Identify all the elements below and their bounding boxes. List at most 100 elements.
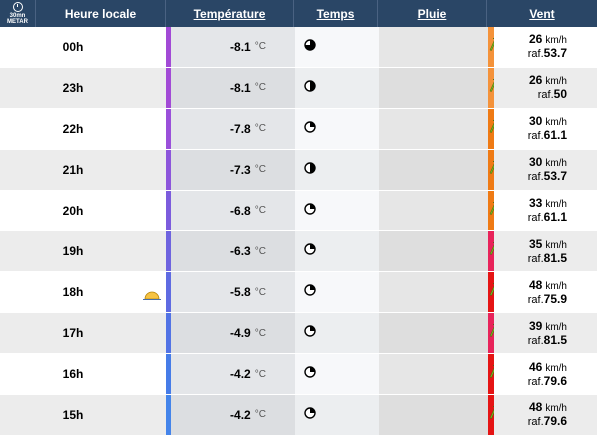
header-hour: Heure locale bbox=[36, 0, 166, 27]
temp-value: -4.2 bbox=[230, 367, 251, 382]
gust-value: 53.7 bbox=[543, 46, 567, 61]
sunset-icon bbox=[143, 291, 161, 301]
hour-label: 19h bbox=[62, 244, 84, 259]
gust-prefix: raf. bbox=[527, 334, 544, 347]
hour-cell: 00h bbox=[0, 27, 166, 67]
gust-value: 79.6 bbox=[543, 373, 567, 388]
temp-cell: -6.8 °C bbox=[171, 190, 295, 231]
table-body: 00h -8.1 °C 26 km/h raf.53.7 23h -8.1 bbox=[0, 27, 597, 436]
temp-cell: -8.1 °C bbox=[171, 67, 295, 108]
hour-cell: 15h bbox=[0, 395, 166, 435]
gust-value: 61.1 bbox=[543, 128, 567, 143]
wind-cell: 46 km/h raf.79.6 bbox=[494, 354, 597, 395]
wind-unit: km/h bbox=[545, 362, 567, 374]
header-temperature-link[interactable]: Température bbox=[166, 0, 294, 27]
temp-color-band bbox=[166, 313, 171, 354]
temp-cell: -6.3 °C bbox=[171, 231, 295, 272]
hour-label: 18h bbox=[62, 285, 84, 300]
weather-cell bbox=[295, 108, 379, 149]
temp-value: -4.9 bbox=[230, 326, 251, 341]
gust-prefix: raf. bbox=[527, 252, 544, 265]
wind-unit: km/h bbox=[545, 321, 567, 333]
wind-speed: 30 bbox=[528, 155, 543, 170]
temp-color-band bbox=[166, 27, 171, 67]
weather-cell bbox=[295, 27, 379, 67]
temp-color-band bbox=[166, 231, 171, 272]
temp-value: -8.1 bbox=[230, 80, 251, 95]
wind-speed: 33 bbox=[528, 196, 543, 210]
hour-label: 00h bbox=[62, 39, 84, 54]
table-row: 15h -4.2 °C 48 km/h raf.79.6 bbox=[0, 395, 597, 436]
moon-three-quarter-icon bbox=[304, 38, 316, 56]
temp-unit: °C bbox=[254, 82, 266, 94]
temp-color-band bbox=[166, 190, 171, 231]
wind-unit: km/h bbox=[545, 280, 567, 292]
wind-unit: km/h bbox=[545, 239, 567, 251]
temp-cell: -7.3 °C bbox=[171, 149, 295, 190]
temp-color-band bbox=[166, 395, 171, 435]
table-row: 19h -6.3 °C 35 km/h raf.81.5 bbox=[0, 231, 597, 273]
header-weather-link[interactable]: Temps bbox=[294, 0, 378, 27]
wind-cell: 30 km/h raf.61.1 bbox=[494, 108, 597, 149]
moon-half-icon bbox=[304, 161, 316, 179]
rain-cell bbox=[379, 395, 488, 435]
rain-cell bbox=[379, 67, 488, 108]
weather-cell bbox=[295, 272, 379, 313]
header-rain-link[interactable]: Pluie bbox=[378, 0, 487, 27]
hour-cell: 18h bbox=[0, 272, 166, 313]
moon-quarter-icon bbox=[304, 202, 316, 220]
wind-speed: 46 bbox=[528, 359, 543, 374]
rain-cell bbox=[379, 231, 488, 272]
wind-unit: km/h bbox=[545, 76, 567, 88]
temp-color-band bbox=[166, 354, 171, 395]
weather-cell bbox=[295, 190, 379, 231]
wind-cell: 33 km/h raf.61.1 bbox=[494, 190, 597, 231]
hour-label: 22h bbox=[62, 121, 84, 136]
moon-quarter-icon bbox=[304, 242, 316, 260]
hour-label: 20h bbox=[62, 203, 84, 218]
wind-speed: 35 bbox=[528, 236, 543, 251]
temp-unit: °C bbox=[254, 205, 266, 216]
temp-value: -4.2 bbox=[230, 407, 251, 422]
rain-cell bbox=[379, 27, 488, 67]
weather-cell bbox=[295, 231, 379, 272]
gust-value: 50 bbox=[553, 87, 567, 102]
gust-value: 81.5 bbox=[543, 250, 567, 265]
temp-unit: °C bbox=[254, 286, 266, 298]
temp-value: -8.1 bbox=[230, 39, 251, 54]
gust-prefix: raf. bbox=[527, 171, 544, 184]
wind-speed: 39 bbox=[528, 318, 543, 333]
gust-prefix: raf. bbox=[527, 375, 544, 388]
hour-cell: 19h bbox=[0, 231, 166, 272]
hour-label: 23h bbox=[62, 80, 84, 95]
wind-speed: 30 bbox=[528, 114, 543, 129]
wind-speed: 26 bbox=[528, 73, 543, 88]
temp-value: -6.3 bbox=[230, 244, 251, 259]
weather-cell bbox=[295, 395, 379, 435]
temp-unit: °C bbox=[254, 327, 266, 339]
weather-cell bbox=[295, 313, 379, 354]
temp-unit: °C bbox=[254, 245, 266, 257]
clock-icon bbox=[12, 2, 23, 12]
gust-value: 75.9 bbox=[543, 291, 567, 306]
temp-unit: °C bbox=[254, 123, 266, 135]
gust-prefix: raf. bbox=[527, 212, 544, 224]
temp-cell: -8.1 °C bbox=[171, 27, 295, 67]
moon-quarter-icon bbox=[304, 406, 316, 424]
header-wind-link[interactable]: Vent bbox=[529, 6, 555, 21]
gust-prefix: raf. bbox=[527, 416, 544, 429]
hour-cell: 22h bbox=[0, 108, 166, 149]
moon-quarter-icon bbox=[304, 365, 316, 383]
gust-value: 81.5 bbox=[543, 332, 567, 347]
gust-prefix: raf. bbox=[527, 48, 544, 61]
temp-unit: °C bbox=[254, 368, 266, 380]
temp-cell: -7.8 °C bbox=[171, 108, 295, 149]
interval-toggle[interactable]: 30mn METAR bbox=[0, 0, 36, 27]
rain-cell bbox=[379, 190, 488, 231]
rain-cell bbox=[379, 354, 488, 395]
moon-quarter-icon bbox=[304, 324, 316, 342]
temp-value: -7.8 bbox=[230, 121, 251, 136]
wind-unit: km/h bbox=[545, 199, 567, 210]
table-row: 18h -5.8 °C 48 km/h raf.75.9 bbox=[0, 272, 597, 314]
